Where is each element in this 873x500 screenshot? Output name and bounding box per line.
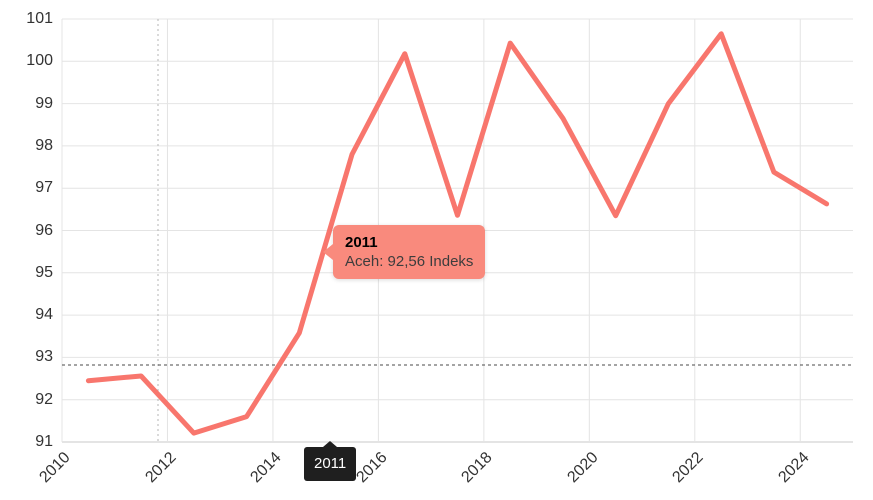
- tooltip-arrow-icon: [323, 244, 333, 260]
- y-axis-tick-label: 94: [35, 306, 53, 324]
- y-axis-tick-label: 91: [35, 433, 53, 450]
- y-axis-tick-label: 101: [26, 10, 53, 27]
- tooltip-title: 2011: [345, 234, 378, 251]
- y-axis-tick-label: 99: [35, 94, 53, 112]
- y-axis-tick-label: 100: [26, 52, 53, 70]
- y-axis-tick-label: 98: [35, 136, 53, 154]
- y-axis-tick-label: 97: [35, 179, 53, 197]
- axis-pointer-arrow-icon: [323, 441, 337, 447]
- y-axis-tick-label: 96: [35, 221, 53, 239]
- tooltip: 2011 Aceh: 92,56 Indeks: [323, 225, 486, 279]
- y-axis-tick-label: 93: [35, 348, 53, 366]
- data-line-aceh[interactable]: [85, 31, 830, 436]
- tooltip-value: Aceh: 92,56 Indeks: [345, 253, 474, 270]
- x-axis-pointer-label: 2011: [304, 441, 357, 481]
- y-axis-tick-label: 95: [35, 263, 53, 281]
- y-axis-tick-label: 92: [35, 390, 53, 408]
- axis-pointer-text: 2011: [314, 455, 347, 472]
